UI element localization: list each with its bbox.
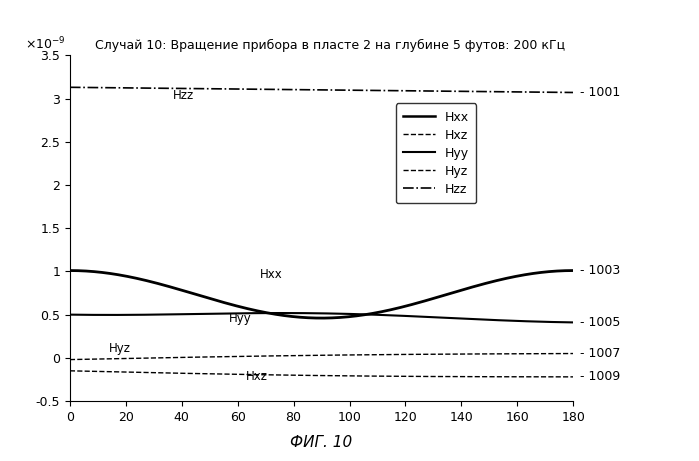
X-axis label: ФИГ. 10: ФИГ. 10 [290,435,353,450]
Text: Hyy: Hyy [229,312,252,325]
Text: - 1001: - 1001 [580,86,621,99]
Text: - 1003: - 1003 [580,264,621,277]
Text: Hyz: Hyz [109,342,131,355]
Text: - 1009: - 1009 [580,370,621,384]
Text: $\times\mathregular{10^{-9}}$: $\times\mathregular{10^{-9}}$ [24,35,65,52]
Text: - 1005: - 1005 [580,316,621,329]
Text: Hxx: Hxx [260,268,283,281]
Text: Случай 10: Вращение прибора в пласте 2 на глубине 5 футов: 200 кГц: Случай 10: Вращение прибора в пласте 2 н… [95,39,565,52]
Text: Hzz: Hzz [173,89,194,101]
Text: - 1007: - 1007 [580,347,621,360]
Legend: Hxx, Hxz, Hyy, Hyz, Hzz: Hxx, Hxz, Hyy, Hyz, Hzz [396,103,476,203]
Text: Hxz: Hxz [246,370,268,384]
